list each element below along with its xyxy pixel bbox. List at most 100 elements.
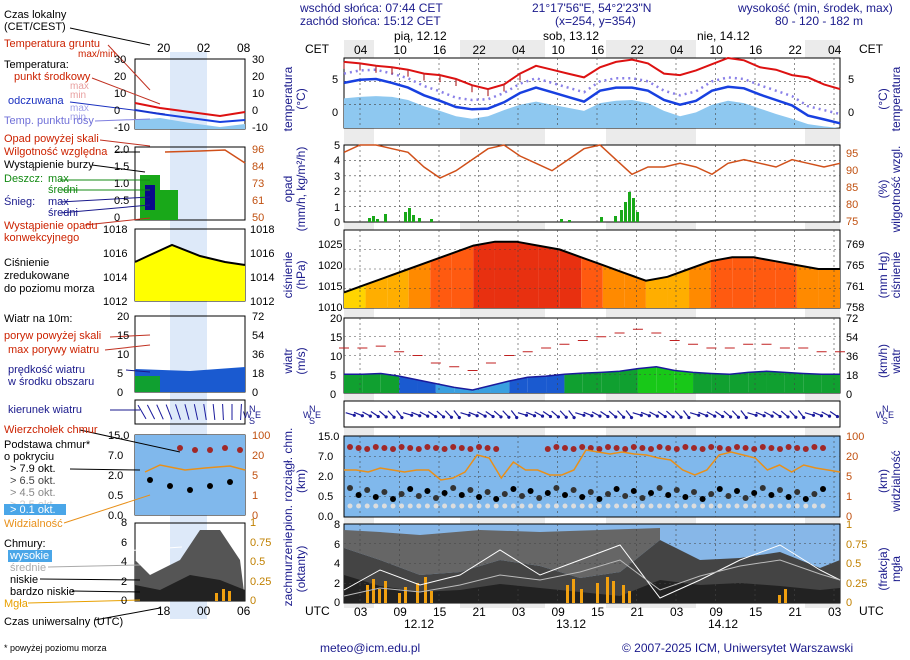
mini-wind-l-4: 0 — [117, 387, 124, 399]
cloud-low-dot-26 — [571, 503, 577, 509]
wind-seg-9 — [509, 377, 528, 393]
wind-arrow-head-48 — [744, 415, 748, 420]
mini-top-tick-0: 20 — [157, 41, 171, 55]
cloud-low-dot-7 — [407, 503, 413, 509]
mini-okt-l-0: 8 — [121, 517, 128, 529]
precip-bar-8 — [430, 219, 433, 222]
cb-top-dot-48 — [759, 444, 766, 450]
cloud-low-dot-3 — [373, 503, 379, 509]
temp-tick-l0: 5 — [332, 74, 339, 86]
mini-dew-fill — [135, 118, 245, 129]
coords-text: 21°17'56"E, 54°2'23"N — [532, 1, 652, 15]
legend-perceived-min: min — [70, 112, 87, 123]
cloud-base-dot-45 — [734, 488, 740, 494]
cloud-base-dot-5 — [390, 496, 396, 502]
wind-arrow-head-55 — [802, 415, 806, 420]
precip-bar-1 — [372, 216, 375, 222]
pressure-seg-17 — [710, 257, 733, 308]
elevation-title: wysokość (min, środek, max) — [738, 1, 893, 15]
cet-hour-8: 04 — [670, 43, 684, 57]
wind-kmh-tick-0: 72 — [846, 313, 859, 325]
cb-top-dot-55 — [820, 445, 826, 451]
wind-seg-10 — [527, 376, 547, 393]
cloud-low-dot-35 — [648, 503, 654, 509]
fog-bar-12 — [596, 583, 599, 603]
mini-pres-r-1: 1016 — [250, 248, 275, 260]
footer-email[interactable]: meteo@icm.edu.pl — [320, 641, 421, 655]
mini-wind-arrow-11 — [240, 403, 242, 421]
pressure-seg-3 — [408, 261, 431, 308]
cloud-base-dot-19 — [510, 486, 517, 492]
wind-seg-25 — [803, 373, 822, 393]
precip-tick-4: 1 — [334, 201, 341, 214]
hum-tick-1: 90 — [846, 165, 859, 177]
cb-top-dot-37 — [665, 445, 672, 451]
gust-marks — [339, 328, 845, 371]
precip-bar-11 — [600, 217, 603, 222]
temp-tick-l1: 0 — [332, 107, 339, 119]
fog-bar-5 — [404, 587, 407, 603]
axis-title-cover: zachmurzenie (oktanty) — [281, 531, 308, 607]
mini-frac-r-4: 0 — [250, 595, 257, 607]
wind-arrow-head-52 — [778, 414, 782, 419]
mini-bottom-tick-2: 06 — [237, 604, 251, 618]
axis-title-humidity: (%) wilgotność wzgl. — [876, 145, 903, 233]
wind-arrow-3 — [370, 410, 380, 419]
wind-arrow-head-19 — [507, 415, 511, 419]
cloud-low-dot-10 — [433, 503, 439, 509]
cloud-low-dot-11 — [442, 503, 448, 509]
mini-temp-r-1: 20 — [252, 71, 265, 83]
mini-rain2 — [160, 190, 178, 220]
cloud-base-dot-30 — [605, 491, 611, 497]
cloud-base-dot-2 — [364, 487, 371, 493]
axis-title-fog: (frakcja) mgła — [876, 547, 903, 591]
cloud-low-dot-49 — [768, 503, 774, 509]
wind-arrow-14 — [460, 412, 471, 417]
day-label-1: sob, 13.12 — [543, 29, 600, 43]
main-compass-left-e: E — [315, 410, 322, 420]
cb-top-dot-47 — [751, 446, 758, 452]
cloud-base-dot-8 — [415, 493, 422, 499]
cb-top-dot-23 — [544, 446, 551, 452]
legend-rain-max: max — [48, 173, 69, 185]
mini-vis-r-4: 0 — [252, 510, 259, 522]
wind-arrow-18 — [493, 410, 503, 419]
wind-tick-2: 10 — [330, 351, 343, 363]
wind-arrow-7 — [402, 412, 414, 417]
mini-compass-s: S — [249, 416, 256, 426]
cb-top-dot-27 — [579, 444, 586, 450]
cloud-tick-3: 0.5 — [318, 491, 334, 503]
wind-seg-22 — [748, 371, 767, 393]
cloud-tick-4: 0.0 — [318, 511, 334, 523]
mini-wind-arrow-shaft-11 — [240, 403, 242, 421]
cloud-low-dot-12 — [450, 503, 456, 509]
cloud-base-dot-26 — [570, 487, 577, 493]
wind-arrow-39 — [666, 410, 675, 419]
cet-hour-1: 10 — [393, 43, 407, 57]
wind-arrow-head-13 — [457, 415, 461, 420]
wind-arrow-head-23 — [540, 414, 545, 418]
axis-title-cloud: pion. rozciągł. chm. (km) — [281, 427, 308, 531]
legend-ground-temp: Temperatura gruntu — [4, 38, 100, 50]
cb-top-dot-43 — [716, 445, 723, 451]
wind-arrow-head-20 — [515, 415, 519, 420]
cloud-low-dot-40 — [691, 503, 697, 509]
mini-cbtop-1 — [192, 447, 198, 453]
cloud-low-dot-36 — [657, 503, 663, 509]
mini-wind-r-1: 54 — [252, 330, 265, 342]
mini-compass-n: N — [249, 404, 256, 414]
mini-wind-arrow-0 — [137, 404, 147, 420]
cloud-low-dot-22 — [536, 503, 542, 509]
cb-top-dot-30 — [605, 444, 611, 450]
cloud-low-dot-14 — [467, 503, 473, 509]
fog-bar-8 — [430, 591, 433, 603]
cloud-low-dot-48 — [760, 503, 766, 509]
wind-arrow-37 — [649, 411, 659, 418]
legend-high-bg — [8, 550, 52, 562]
wind-arrow-head-12 — [449, 415, 454, 419]
mini-frac-r-0: 1 — [250, 517, 257, 529]
okt-tick-0: 8 — [334, 519, 341, 531]
wind-arrow-head-59 — [835, 414, 840, 419]
cloud-low-dot-54 — [811, 503, 817, 509]
main-compass-s: S — [882, 416, 889, 426]
